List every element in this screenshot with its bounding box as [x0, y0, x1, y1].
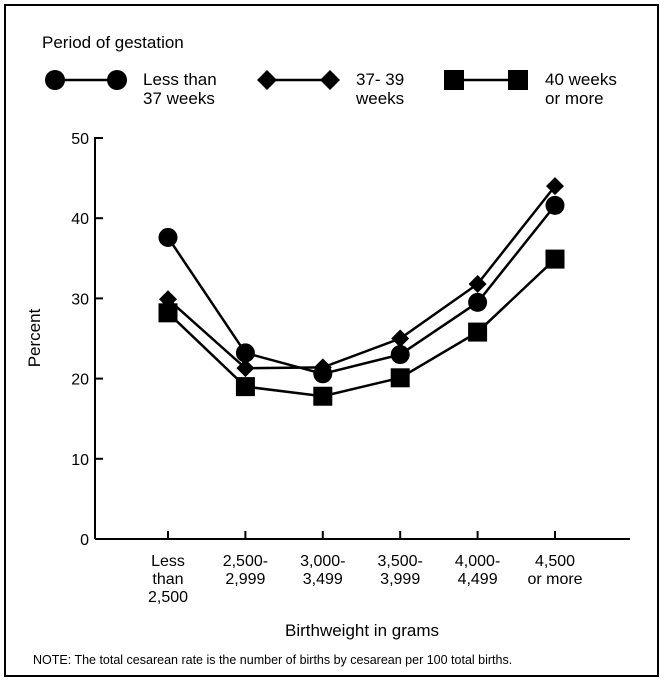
series-line-diamond — [167, 185, 556, 370]
data-point-square — [235, 377, 255, 397]
y-tick-label: 20 — [71, 372, 89, 389]
legend-marker-square-end — [508, 70, 528, 90]
legend-marker-circle-end — [107, 70, 127, 90]
y-ticks: 0 10 20 30 40 50 — [71, 131, 103, 549]
legend-label-line2: weeks — [355, 89, 404, 108]
y-tick-label: 10 — [71, 452, 89, 469]
x-tick-label: 3,499 — [303, 571, 343, 588]
legend-title: Period of gestation — [42, 33, 184, 52]
x-tick-label: 3,500- — [378, 553, 423, 570]
footnote: NOTE: The total cesarean rate is the num… — [33, 653, 512, 667]
x-tick-label: 2,500- — [223, 553, 268, 570]
data-point-square — [390, 368, 410, 388]
y-tick-label: 30 — [71, 291, 89, 308]
legend-item-diamond: 37- 39 weeks — [257, 70, 404, 108]
series-line-square — [167, 258, 556, 398]
data-point-circle — [158, 227, 178, 247]
legend-item-square: 40 weeks or more — [444, 70, 617, 108]
y-tick-label: 0 — [80, 532, 89, 549]
data-point-circle — [468, 292, 488, 312]
legend-marker-square — [444, 70, 464, 90]
data-point-square — [468, 322, 488, 342]
data-point-square — [545, 249, 565, 269]
data-point-diamond — [468, 274, 487, 293]
data-point-square — [158, 303, 178, 323]
legend-label-line1: 40 weeks — [545, 70, 617, 89]
figure-frame — [4, 4, 659, 677]
x-tick-label: 4,500 — [535, 553, 575, 570]
x-tick-label: than — [152, 571, 183, 588]
x-tick-label: or more — [527, 571, 582, 588]
x-tick-label: Less — [151, 553, 185, 570]
series-layer — [158, 177, 565, 406]
data-point-circle — [235, 343, 255, 363]
y-tick-label: 50 — [71, 131, 89, 148]
y-axis-title: Percent — [25, 308, 44, 367]
data-point-diamond — [236, 359, 255, 378]
legend-label-line1: 37- 39 — [356, 70, 404, 89]
legend-label-line1: Less than — [143, 70, 217, 89]
legend-marker-circle — [45, 70, 65, 90]
y-tick-label: 40 — [71, 211, 89, 228]
legend-marker-diamond-end — [320, 70, 340, 90]
legend-label-line2: 37 weeks — [143, 89, 215, 108]
legend-item-circle: Less than 37 weeks — [45, 70, 217, 108]
x-tick-label: 3,000- — [300, 553, 345, 570]
x-tick-label: 2,999 — [225, 571, 265, 588]
data-point-circle — [545, 195, 565, 215]
legend-marker-diamond — [257, 70, 277, 90]
data-point-circle — [390, 345, 410, 365]
series-line-circle — [166, 204, 556, 376]
x-tick-label: 4,000- — [455, 553, 500, 570]
data-point-square — [313, 386, 333, 406]
x-tick-label: 2,500 — [148, 589, 188, 606]
data-point-diamond — [391, 329, 410, 348]
data-point-diamond — [313, 358, 332, 377]
data-point-diamond — [546, 177, 564, 196]
x-tick-label: 4,499 — [458, 571, 498, 588]
legend-label-line2: or more — [545, 89, 604, 108]
x-tick-label: 3,999 — [380, 571, 420, 588]
x-axis-title: Birthweight in grams — [285, 621, 439, 640]
